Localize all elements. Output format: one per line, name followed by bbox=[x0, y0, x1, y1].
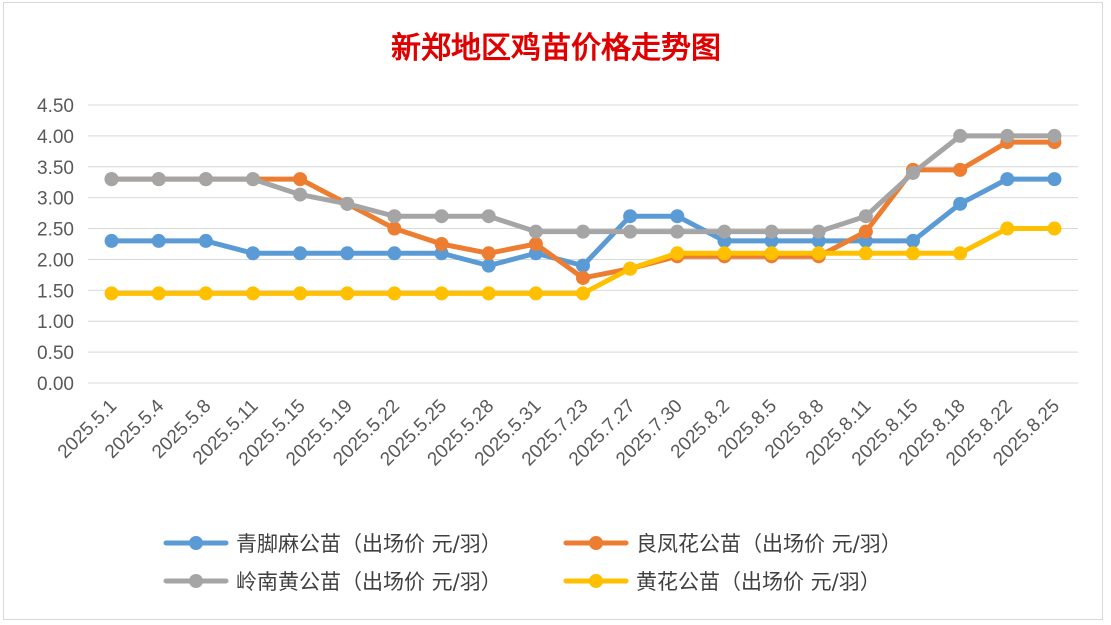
data-point bbox=[906, 246, 920, 261]
data-point bbox=[1047, 221, 1062, 236]
y-tick-label: 2.50 bbox=[37, 220, 74, 241]
data-point bbox=[953, 162, 968, 177]
y-tick-label: 0.50 bbox=[37, 343, 74, 364]
data-point bbox=[293, 187, 308, 202]
data-point bbox=[434, 209, 449, 224]
data-point bbox=[576, 286, 590, 301]
data-point bbox=[151, 286, 166, 301]
data-point bbox=[528, 237, 543, 251]
data-point bbox=[481, 246, 496, 261]
data-point bbox=[811, 224, 826, 239]
data-point bbox=[670, 224, 685, 239]
data-point bbox=[717, 224, 732, 239]
data-point bbox=[104, 286, 119, 301]
data-point bbox=[811, 246, 826, 261]
data-point bbox=[1000, 172, 1015, 187]
data-point bbox=[858, 209, 873, 224]
data-point bbox=[717, 246, 732, 261]
y-tick-label: 4.00 bbox=[37, 127, 74, 148]
line-chart: 新郑地区鸡苗价格走势图 0.00 0.50 1.00 1.50 2.00 2.50 3.00… bbox=[37, 31, 1078, 594]
data-point bbox=[906, 233, 920, 248]
data-point bbox=[953, 246, 968, 261]
data-point bbox=[246, 286, 260, 301]
data-point bbox=[1000, 221, 1015, 236]
data-point bbox=[340, 286, 355, 301]
data-point bbox=[104, 233, 119, 248]
chart-frame: 新郑地区鸡苗价格走势图 0.00 0.50 1.00 1.50 2.00 2.50 3.00… bbox=[3, 2, 1103, 620]
y-tick-label: 3.50 bbox=[37, 158, 74, 179]
data-point bbox=[434, 237, 449, 251]
data-point bbox=[1047, 128, 1062, 143]
data-point bbox=[858, 246, 873, 261]
legend-swatch-marker bbox=[589, 536, 603, 550]
legend-swatch-marker bbox=[189, 536, 203, 550]
data-point bbox=[953, 196, 968, 211]
data-point bbox=[576, 224, 590, 239]
data-point bbox=[481, 258, 496, 273]
data-point bbox=[1000, 128, 1015, 143]
y-tick-label: 4.50 bbox=[37, 96, 74, 117]
series bbox=[104, 172, 1062, 273]
y-tick-label: 1.50 bbox=[37, 281, 74, 302]
data-point bbox=[387, 221, 402, 236]
data-point bbox=[387, 209, 402, 224]
data-point bbox=[387, 246, 402, 261]
y-tick-label: 1.00 bbox=[37, 312, 74, 333]
legend-swatch-marker bbox=[189, 574, 203, 588]
data-point bbox=[858, 224, 873, 239]
chart-title: 新郑地区鸡苗价格走势图 bbox=[391, 31, 721, 66]
data-point bbox=[246, 172, 260, 187]
legend: 青脚麻公苗（出场价 元/羽） 良凤花公苗（出场价 元/羽） 岭南黄公苗（出场价 元/… bbox=[163, 532, 902, 594]
data-point bbox=[293, 286, 308, 301]
legend-label: 青脚麻公苗（出场价 元/羽） bbox=[236, 532, 502, 556]
data-point bbox=[481, 286, 496, 301]
data-point bbox=[1047, 172, 1062, 187]
legend-item: 良凤花公苗（出场价 元/羽） bbox=[563, 532, 902, 556]
data-point bbox=[481, 209, 496, 224]
data-point bbox=[434, 286, 449, 301]
data-point bbox=[293, 172, 308, 187]
data-point bbox=[387, 286, 402, 301]
data-point bbox=[246, 246, 260, 261]
data-point bbox=[198, 172, 213, 187]
data-point bbox=[764, 246, 779, 261]
legend-label: 黄花公苗（出场价 元/羽） bbox=[636, 570, 881, 594]
x-axis-ticks: 2025.5.12025.5.42025.5.82025.5.112025.5.… bbox=[54, 395, 1064, 470]
y-tick-label: 3.00 bbox=[37, 189, 74, 210]
data-point bbox=[576, 258, 590, 273]
legend-item: 岭南黄公苗（出场价 元/羽） bbox=[163, 570, 502, 594]
data-point bbox=[953, 128, 968, 143]
data-point bbox=[576, 270, 590, 285]
data-point bbox=[528, 286, 543, 301]
data-point bbox=[623, 209, 638, 224]
data-point bbox=[198, 233, 213, 248]
data-point bbox=[151, 172, 166, 187]
legend-item: 黄花公苗（出场价 元/羽） bbox=[563, 570, 881, 594]
data-point bbox=[623, 261, 638, 276]
data-point bbox=[340, 246, 355, 261]
data-point bbox=[151, 233, 166, 248]
series-lines bbox=[104, 128, 1062, 301]
y-tick-label: 0.00 bbox=[37, 374, 74, 395]
data-point bbox=[670, 209, 685, 224]
legend-item: 青脚麻公苗（出场价 元/羽） bbox=[163, 532, 502, 556]
legend-swatch-marker bbox=[589, 574, 603, 588]
data-point bbox=[623, 224, 638, 239]
legend-label: 良凤花公苗（出场价 元/羽） bbox=[636, 532, 902, 556]
data-point bbox=[198, 286, 213, 301]
series bbox=[104, 221, 1062, 301]
data-point bbox=[528, 224, 543, 239]
gridlines bbox=[88, 104, 1078, 384]
series bbox=[104, 128, 1062, 239]
y-tick-label: 2.00 bbox=[37, 250, 74, 271]
data-point bbox=[340, 196, 355, 211]
data-point bbox=[764, 224, 779, 239]
data-point bbox=[104, 172, 119, 187]
data-point bbox=[670, 246, 685, 261]
data-point bbox=[293, 246, 308, 261]
legend-label: 岭南黄公苗（出场价 元/羽） bbox=[236, 570, 502, 594]
y-axis-ticks: 0.00 0.50 1.00 1.50 2.00 2.50 3.00 3.50 4.00 4.50 bbox=[37, 96, 74, 395]
data-point bbox=[906, 165, 920, 180]
